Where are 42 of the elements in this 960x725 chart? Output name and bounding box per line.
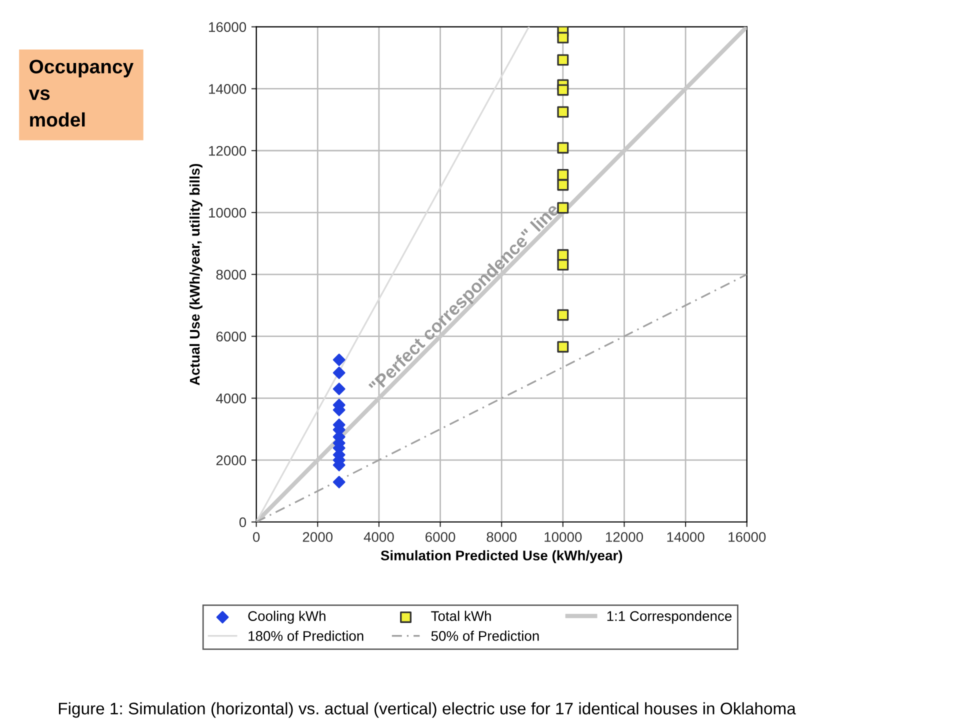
- x-tick-label: 12000: [606, 532, 644, 542]
- point: [557, 169, 569, 181]
- y-tick-label: 4000: [216, 394, 246, 404]
- x-tick-label: 0: [253, 532, 260, 542]
- x-tick-label: 14000: [667, 532, 704, 542]
- caption: Figure 1: Simulation (horizontal) vs. actual (vertical) electric use for 17 identical houses in Oklahoma: [58, 702, 796, 718]
- legend-label: Total kWh: [431, 610, 491, 621]
- y-tick-label: 10000: [209, 208, 246, 218]
- legend-label: 50% of Prediction: [431, 630, 539, 641]
- point: [332, 354, 346, 366]
- legend-label: Cooling kWh: [248, 610, 326, 624]
- y-tick-label: 6000: [216, 332, 246, 342]
- x-tick-label: 6000: [426, 532, 456, 542]
- y-tick-label: 2000: [216, 455, 246, 466]
- point: [557, 106, 569, 118]
- x-tick-label: 8000: [486, 532, 517, 542]
- point: [332, 382, 346, 396]
- x-axis-title: Simulation Predicted Use (kWh/year): [380, 550, 622, 564]
- x-tick-label: 4000: [364, 532, 394, 542]
- point: [557, 142, 569, 154]
- y-tick-label: 14000: [209, 84, 246, 94]
- x-tick-label: 10000: [544, 532, 582, 542]
- y-tick-label: 8000: [216, 270, 246, 280]
- point: [557, 341, 569, 353]
- point: [557, 202, 569, 214]
- point: [557, 32, 569, 44]
- x-tick-label: 2000: [302, 532, 333, 542]
- y-tick-label: 12000: [209, 146, 246, 156]
- point: [332, 476, 346, 488]
- point: [557, 84, 569, 96]
- legend-label: 180% of Prediction: [248, 630, 364, 641]
- point: [557, 259, 569, 271]
- point: [332, 366, 346, 380]
- y-tick-label: 0: [239, 517, 246, 528]
- point: [557, 54, 569, 66]
- legend-label: 1:1 Correspondence: [607, 610, 732, 624]
- text: Occupancy vs model: [28, 60, 134, 127]
- point: [557, 179, 569, 191]
- y-axis-title: Actual Use (kWh/year, utility bills): [189, 164, 202, 386]
- y-tick-label: 16000: [209, 22, 246, 32]
- x-tick-label: 16000: [728, 532, 766, 542]
- point: [557, 309, 569, 321]
